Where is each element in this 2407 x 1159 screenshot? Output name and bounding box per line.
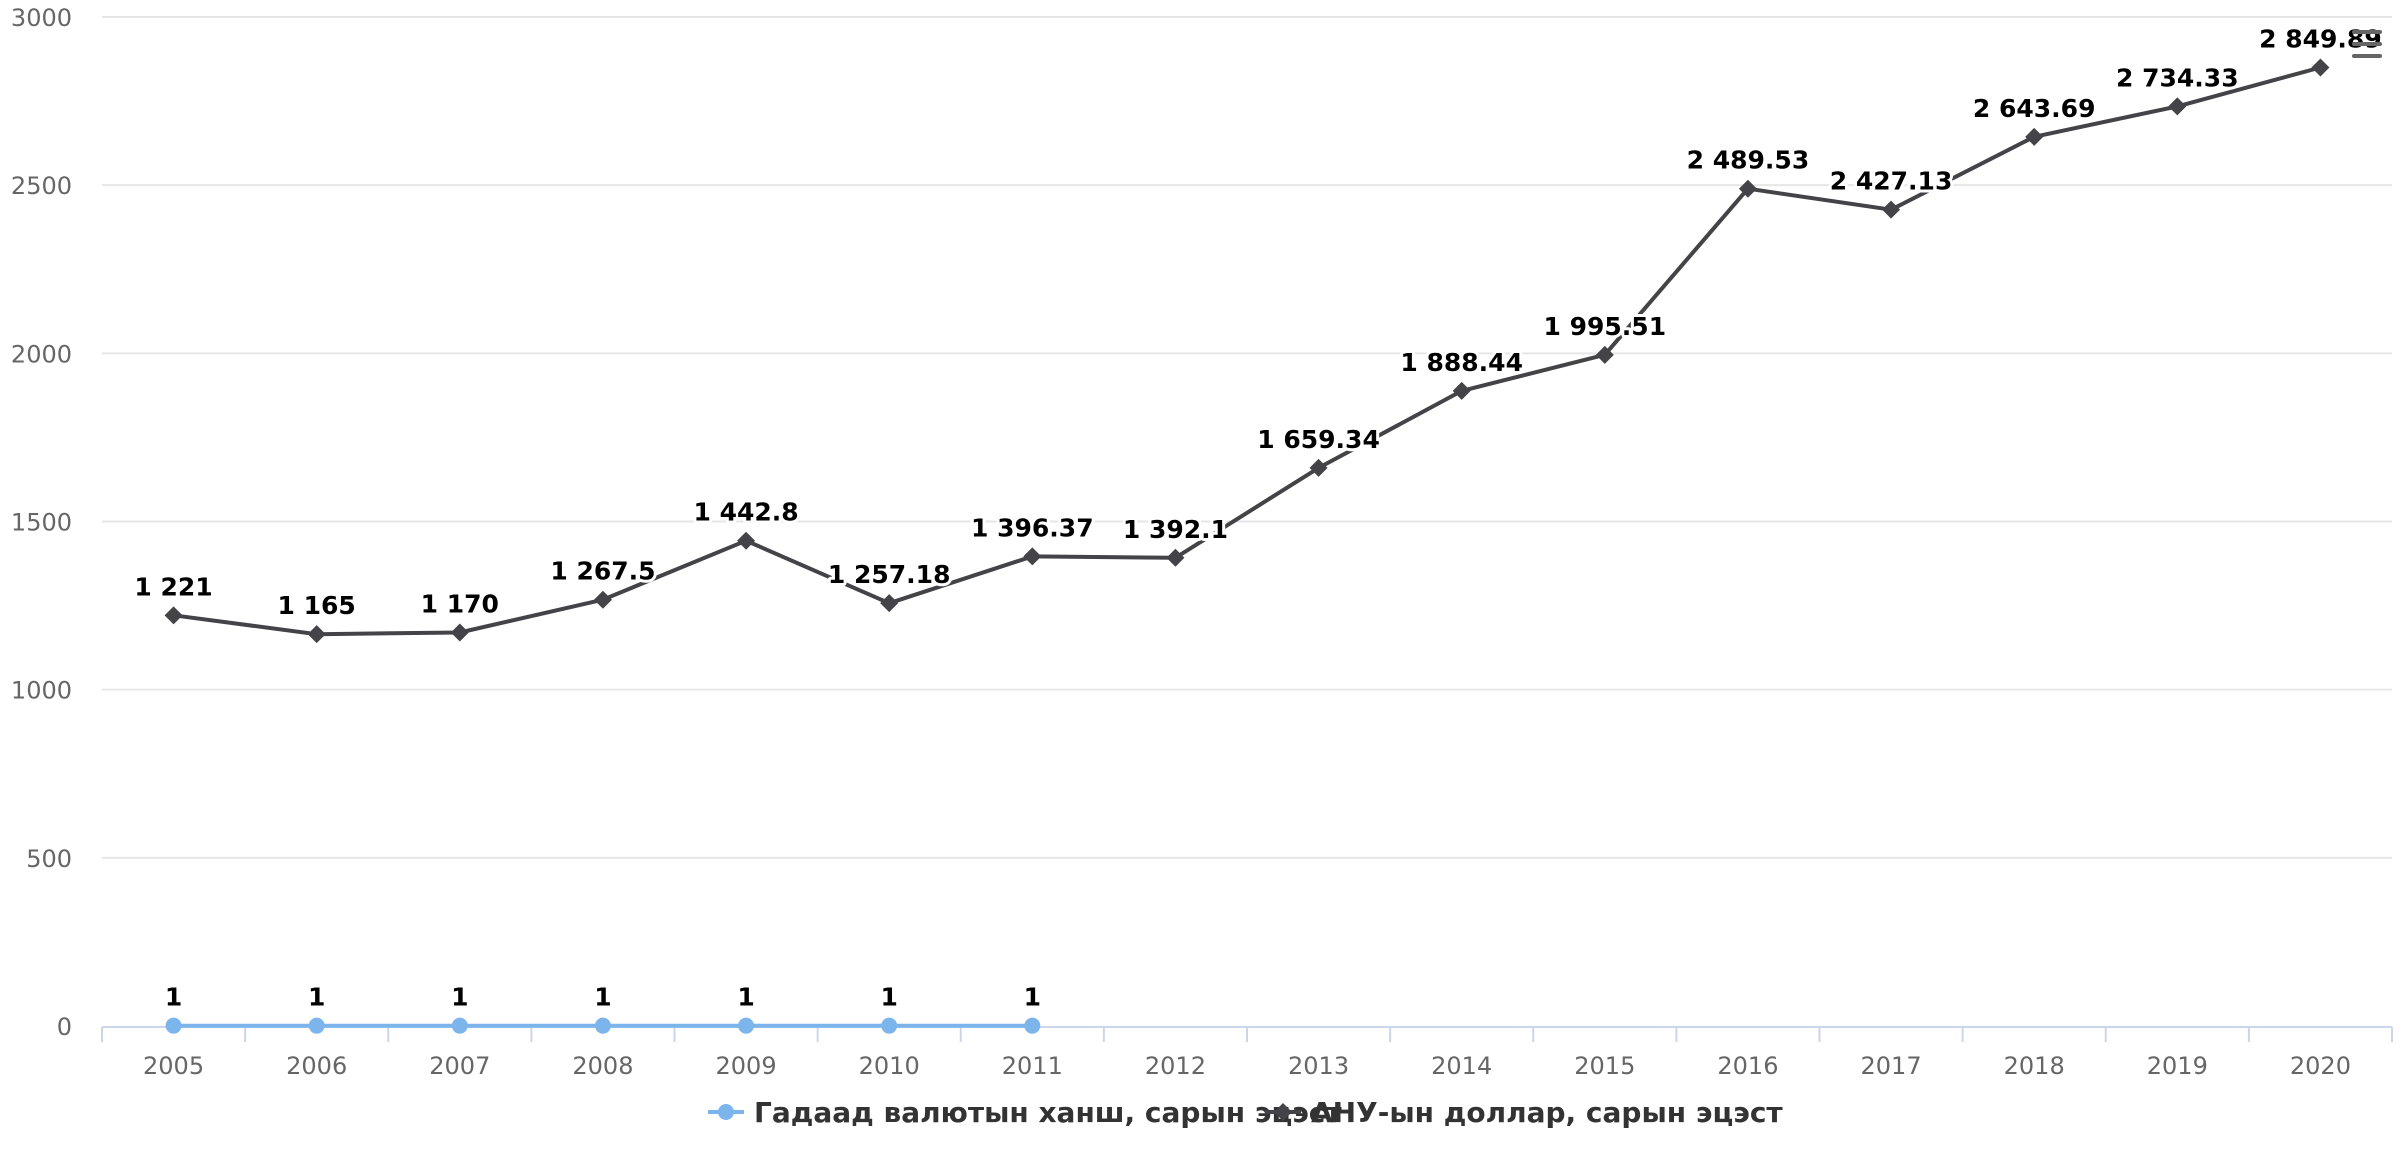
data-label: 2 734.33 bbox=[2116, 63, 2239, 92]
x-tick-label: 2011 bbox=[1002, 1052, 1063, 1080]
data-point bbox=[1166, 548, 1185, 567]
legend-marker bbox=[718, 1104, 734, 1120]
data-label: 1 221 bbox=[134, 572, 212, 601]
data-label: 1 442.8 bbox=[693, 498, 798, 527]
data-point bbox=[308, 1017, 325, 1034]
x-tick-label: 2006 bbox=[286, 1052, 347, 1080]
y-tick-label: 2000 bbox=[11, 340, 72, 368]
y-tick-label: 0 bbox=[57, 1013, 72, 1041]
data-point bbox=[2025, 127, 2044, 146]
y-tick-label: 1500 bbox=[11, 509, 72, 537]
chart-menu-button[interactable] bbox=[2352, 30, 2382, 58]
data-label: 1 888.44 bbox=[1400, 348, 1523, 377]
x-tick-label: 2012 bbox=[1145, 1052, 1206, 1080]
data-point bbox=[593, 590, 612, 609]
x-tick-label: 2015 bbox=[1574, 1052, 1635, 1080]
data-point bbox=[450, 623, 469, 642]
x-tick-label: 2018 bbox=[2004, 1052, 2065, 1080]
x-tick-label: 2019 bbox=[2147, 1052, 2208, 1080]
x-tick-label: 2010 bbox=[859, 1052, 920, 1080]
data-point bbox=[1023, 547, 1042, 566]
data-label: 1 267.5 bbox=[550, 557, 655, 586]
data-label: 1 bbox=[165, 983, 182, 1012]
y-tick-label: 3000 bbox=[11, 4, 72, 32]
data-label: 2 427.13 bbox=[1830, 167, 1953, 196]
y-tick-label: 500 bbox=[26, 845, 72, 873]
data-point bbox=[2311, 58, 2330, 77]
data-point bbox=[1738, 179, 1757, 198]
x-tick-label: 2016 bbox=[1717, 1052, 1778, 1080]
x-axis bbox=[101, 1026, 2393, 1042]
data-point bbox=[165, 1017, 182, 1034]
data-point bbox=[451, 1017, 468, 1034]
legend-marker bbox=[1274, 1103, 1292, 1121]
legend-label: АНУ-ын доллар, сарын эцэст bbox=[1311, 1096, 1783, 1129]
data-label: 1 bbox=[880, 983, 897, 1012]
data-label: 1 bbox=[451, 983, 468, 1012]
data-point bbox=[2168, 97, 2187, 116]
y-tick-label: 2500 bbox=[11, 172, 72, 200]
data-point bbox=[1452, 381, 1471, 400]
x-tick-label: 2005 bbox=[143, 1052, 204, 1080]
x-tick-label: 2014 bbox=[1431, 1052, 1492, 1080]
x-tick-label: 2007 bbox=[429, 1052, 490, 1080]
series-line-2 bbox=[171, 65, 2323, 637]
data-point bbox=[594, 1017, 611, 1034]
data-label: 1 170 bbox=[421, 589, 499, 618]
legend-label: Гадаад валютын ханш, сарын эцэст bbox=[754, 1096, 1342, 1129]
data-label: 1 bbox=[594, 983, 611, 1012]
data-point bbox=[1882, 200, 1901, 219]
x-tick-label: 2013 bbox=[1288, 1052, 1349, 1080]
x-axis-labels: 2005 2006 2007 2008 2009 2010 2011 2012 2013 2014… bbox=[143, 1052, 2351, 1080]
hamburger-menu-icon[interactable] bbox=[2352, 30, 2382, 58]
data-label: 1 bbox=[308, 983, 325, 1012]
data-label: 1 659.34 bbox=[1257, 425, 1380, 454]
data-label: 1 257.18 bbox=[828, 560, 951, 589]
gridlines bbox=[102, 16, 2392, 859]
data-label: 1 165 bbox=[278, 591, 356, 620]
data-point bbox=[1309, 458, 1328, 477]
data-label: 1 392.1 bbox=[1123, 515, 1228, 544]
y-tick-label: 1000 bbox=[11, 677, 72, 705]
data-label: 1 995.51 bbox=[1544, 312, 1667, 341]
y-axis: 0 500 1000 1500 2000 2500 3000 bbox=[11, 4, 72, 1041]
data-labels: 1 1 1 1 1 1 1 1 221 1 165 1 170 1 267.5 1 442.8 1 25… bbox=[131, 21, 2384, 1014]
data-point bbox=[737, 531, 756, 550]
data-label: 1 396.37 bbox=[971, 513, 1094, 542]
x-tick-label: 2017 bbox=[1861, 1052, 1922, 1080]
data-point bbox=[880, 594, 899, 613]
data-point bbox=[881, 1017, 898, 1034]
data-point bbox=[307, 625, 326, 644]
data-point bbox=[1024, 1017, 1041, 1034]
data-point bbox=[738, 1017, 755, 1034]
data-label: 1 bbox=[1024, 983, 1041, 1012]
data-label: 2 643.69 bbox=[1973, 94, 2096, 123]
data-label: 2 849.89 bbox=[2259, 24, 2382, 53]
data-point bbox=[164, 606, 183, 625]
x-tick-label: 2020 bbox=[2290, 1052, 2351, 1080]
data-label: 1 bbox=[737, 983, 754, 1012]
data-label: 2 489.53 bbox=[1687, 146, 1810, 175]
legend-item-2[interactable]: АНУ-ын доллар, сарын эцэст bbox=[1265, 1096, 1783, 1129]
x-tick-label: 2008 bbox=[572, 1052, 633, 1080]
series-lines bbox=[164, 58, 2330, 1034]
data-point bbox=[1595, 345, 1614, 364]
x-tick-label: 2009 bbox=[716, 1052, 777, 1080]
legend-item-1[interactable]: Гадаад валютын ханш, сарын эцэст bbox=[708, 1096, 1342, 1129]
